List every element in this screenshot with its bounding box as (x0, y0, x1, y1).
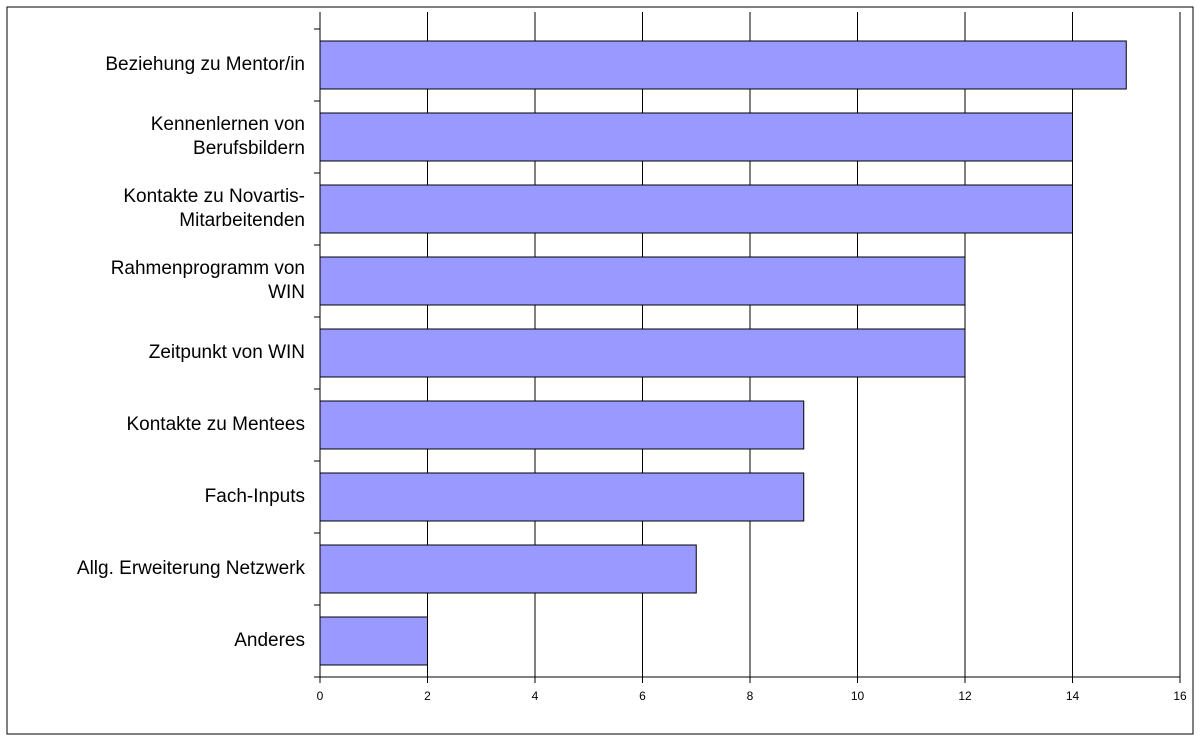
x-tick-label: 4 (532, 689, 539, 703)
x-tick-label: 16 (1173, 689, 1187, 703)
y-tick-label: Zeitpunkt von WIN (148, 342, 305, 363)
bar (319, 40, 1127, 90)
bar (319, 184, 1073, 234)
y-tick-label: Fach-Inputs (204, 486, 305, 507)
bar (319, 544, 697, 594)
bar (319, 256, 966, 306)
x-tick-label: 14 (1066, 689, 1080, 703)
bar (319, 112, 1073, 162)
y-tick-label: Kennenlernen von Berufsbildern (150, 114, 305, 159)
bar (319, 616, 428, 666)
bar (319, 400, 805, 450)
y-tick-label: Anderes (234, 630, 305, 651)
x-tick-label: 0 (317, 689, 324, 703)
x-tick-label: 12 (958, 689, 972, 703)
x-tick-label: 8 (747, 689, 754, 703)
bar (319, 328, 966, 378)
y-tick-label: Beziehung zu Mentor/in (105, 54, 305, 75)
x-tick-label: 10 (851, 689, 865, 703)
x-tick-label: 6 (639, 689, 646, 703)
x-tick-label: 2 (424, 689, 431, 703)
y-tick-label: Kontakte zu Mentees (126, 414, 306, 435)
y-tick-label: Kontakte zu Novartis- Mitarbeitenden (123, 186, 305, 231)
y-tick-label: Allg. Erweiterung Netzwerk (76, 558, 305, 579)
y-tick-label: Rahmenprogramm von WIN (110, 258, 305, 303)
bar (319, 472, 805, 522)
